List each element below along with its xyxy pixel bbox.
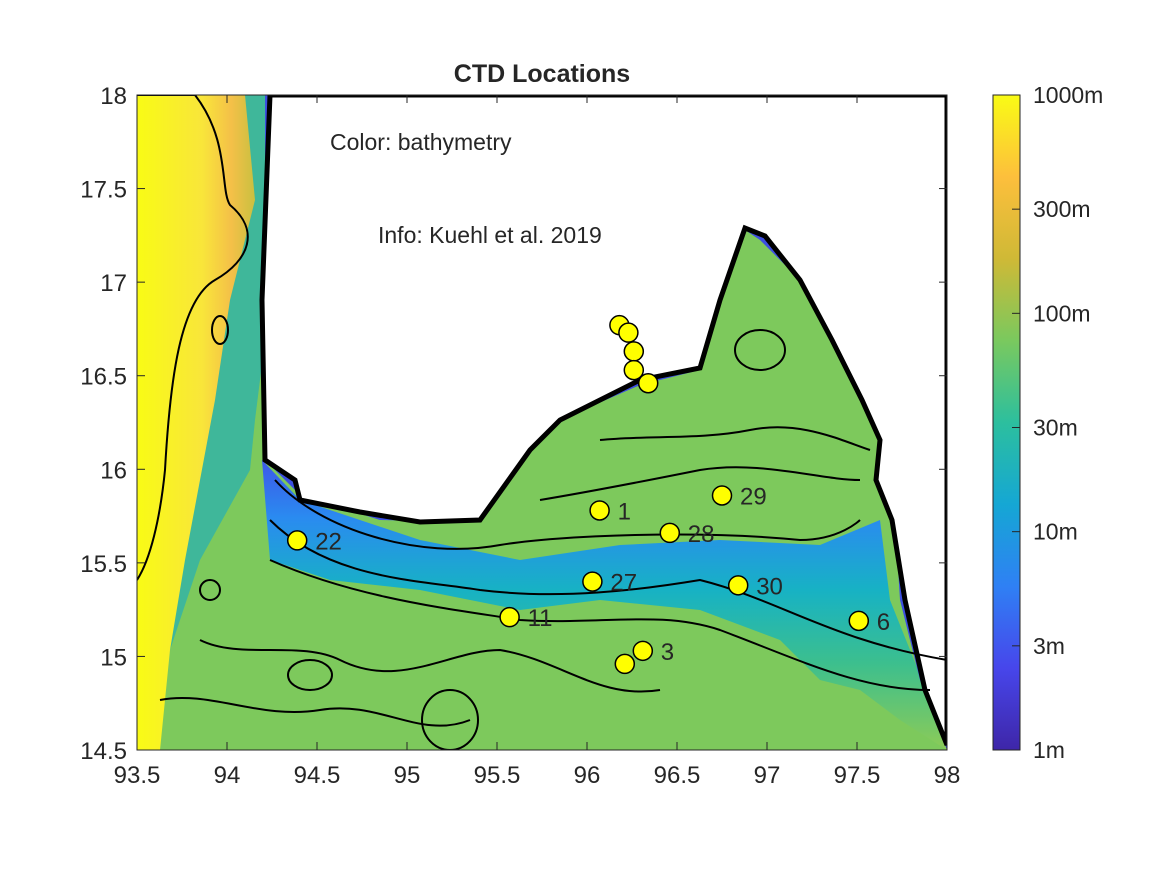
station-label: 27 bbox=[610, 570, 637, 597]
station-marker bbox=[499, 606, 520, 628]
land bbox=[259, 95, 947, 746]
station-30: 30 bbox=[727, 573, 783, 600]
station-unlabeled-14 bbox=[614, 653, 636, 675]
x-tick-label: 97 bbox=[754, 762, 781, 789]
station-marker bbox=[637, 372, 659, 394]
station-marker bbox=[582, 571, 603, 592]
y-tick-label: 18 bbox=[100, 83, 127, 110]
x-tick-label: 96 bbox=[574, 762, 601, 789]
station-marker bbox=[618, 322, 639, 343]
station-label: 11 bbox=[528, 605, 553, 632]
axis-ticks: 93.5 94 94.5 95 95.5 96 96.5 97 97.5 98 14.5 15 15.5… bbox=[80, 83, 960, 789]
station-6: 6 bbox=[848, 609, 890, 636]
deep-water bbox=[137, 95, 255, 750]
station-label: 30 bbox=[756, 573, 783, 600]
x-tick-label: 95.5 bbox=[474, 762, 521, 789]
station-29: 29 bbox=[711, 483, 767, 510]
station-label: 3 bbox=[661, 639, 674, 666]
station-label: 6 bbox=[877, 609, 890, 636]
y-tick-label: 14.5 bbox=[80, 738, 127, 765]
colorbar-tick-label: 300m bbox=[1033, 196, 1091, 222]
colorbar-tick-label: 3m bbox=[1033, 633, 1065, 659]
x-tick-label: 95 bbox=[394, 762, 421, 789]
colorbar-ticks: 1m 3m 10m 30m 100m 300m 1000m bbox=[1012, 82, 1103, 763]
x-tick-label: 98 bbox=[934, 762, 961, 789]
y-tick-label: 16 bbox=[100, 457, 127, 484]
station-marker bbox=[589, 500, 610, 521]
x-tick-label: 93.5 bbox=[114, 762, 161, 789]
station-unlabeled-4 bbox=[637, 372, 659, 394]
station-unlabeled-3 bbox=[623, 359, 645, 381]
station-label: 1 bbox=[618, 498, 631, 525]
station-marker bbox=[632, 640, 654, 662]
x-tick-label: 96.5 bbox=[654, 762, 701, 789]
y-tick-label: 16.5 bbox=[80, 364, 127, 391]
station-1: 1 bbox=[589, 498, 631, 525]
station-label: 22 bbox=[315, 528, 342, 555]
station-11: 11 bbox=[499, 605, 553, 632]
chart-title: CTD Locations bbox=[454, 60, 630, 88]
annotation-info: Info: Kuehl et al. 2019 bbox=[378, 222, 602, 248]
bathymetry-map bbox=[137, 95, 947, 750]
colorbar-tick-label: 1000m bbox=[1033, 82, 1103, 108]
station-marker bbox=[623, 359, 645, 381]
station-marker bbox=[727, 575, 749, 596]
station-unlabeled-2 bbox=[623, 341, 645, 362]
station-28: 28 bbox=[659, 521, 715, 548]
station-22: 22 bbox=[286, 528, 342, 555]
station-unlabeled-1 bbox=[618, 322, 639, 343]
station-marker bbox=[623, 341, 645, 362]
x-tick-label: 94 bbox=[214, 762, 241, 789]
axes-box bbox=[136, 94, 948, 751]
colorbar-tick-label: 10m bbox=[1033, 519, 1078, 545]
y-tick-label: 17.5 bbox=[80, 177, 127, 204]
station-3: 3 bbox=[632, 639, 674, 666]
annotation-color: Color: bathymetry bbox=[330, 129, 512, 155]
station-label: 28 bbox=[688, 521, 715, 548]
x-tick-label: 94.5 bbox=[294, 762, 341, 789]
colorbar bbox=[992, 94, 1021, 751]
station-label: 29 bbox=[740, 483, 767, 510]
station-27: 27 bbox=[582, 570, 637, 597]
station-marker bbox=[659, 522, 681, 544]
colorbar-tick-label: 1m bbox=[1033, 737, 1065, 763]
station-marker bbox=[286, 530, 308, 551]
station-marker bbox=[614, 653, 636, 675]
station-markers: 1 29 28 22 27 30 11 6 3 bbox=[286, 314, 890, 675]
colorbar-tick-label: 30m bbox=[1033, 414, 1078, 440]
y-tick-label: 15.5 bbox=[80, 551, 127, 578]
colorbar-tick-label: 100m bbox=[1033, 300, 1091, 326]
station-marker bbox=[848, 610, 870, 632]
x-tick-label: 97.5 bbox=[834, 762, 881, 789]
station-marker bbox=[711, 485, 733, 506]
shelf-water bbox=[262, 460, 947, 750]
y-tick-label: 15 bbox=[100, 644, 127, 671]
y-tick-label: 17 bbox=[100, 270, 127, 297]
depth-contours bbox=[137, 95, 947, 750]
